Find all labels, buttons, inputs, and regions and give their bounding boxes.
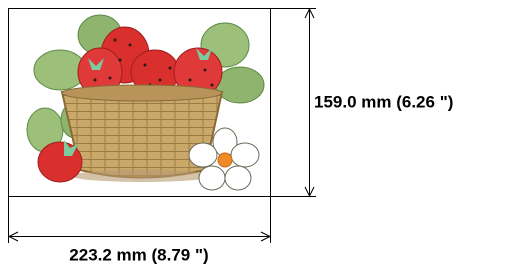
basket-shadow — [72, 170, 212, 182]
leaf — [216, 67, 264, 103]
basket-rim — [62, 85, 222, 101]
height-label: 159.0 mm (6.26 ") — [314, 92, 453, 111]
design-preview: 159.0 mm (6.26 ") 223.2 mm (8.79 ") — [0, 0, 523, 267]
width-label: 223.2 mm (8.79 ") — [69, 245, 208, 264]
page: 159.0 mm (6.26 ") 223.2 mm (8.79 ") (() … — [0, 0, 523, 267]
